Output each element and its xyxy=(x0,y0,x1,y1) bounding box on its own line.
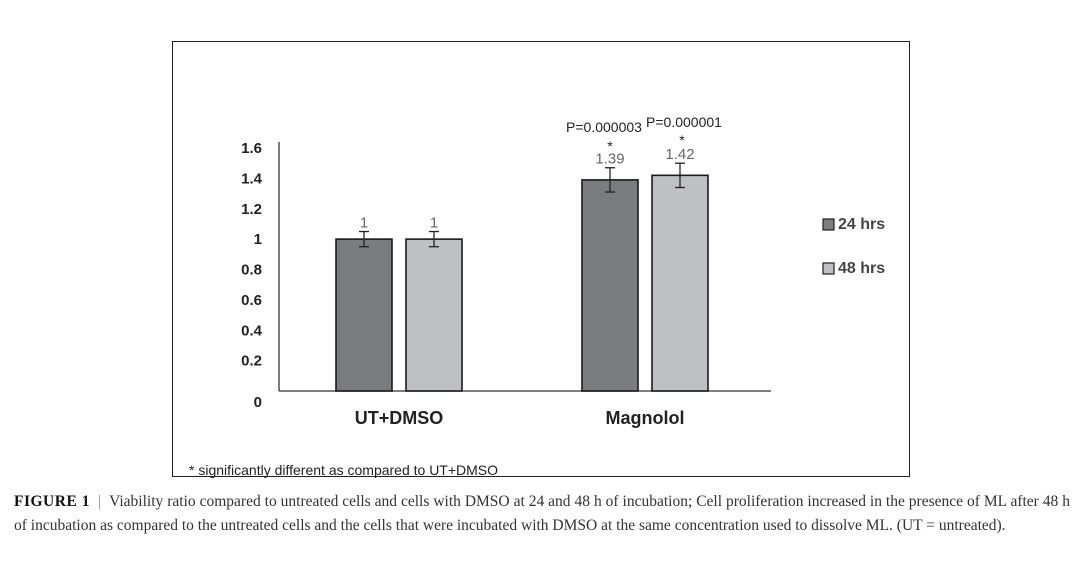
y-tick-label: 0.6 xyxy=(241,292,262,309)
data-label: 1.42 xyxy=(665,146,694,163)
caption-separator: | xyxy=(98,493,102,510)
significance-star: * xyxy=(679,132,685,148)
bar xyxy=(581,179,639,392)
figure-caption: FIGURE 1 | Viability ratio compared to unt… xyxy=(14,490,1070,538)
legend-swatch xyxy=(822,262,835,275)
y-tick-label: 0.8 xyxy=(241,262,262,279)
data-label: 1 xyxy=(430,215,438,232)
y-tick-label: 1.4 xyxy=(241,170,263,187)
bar xyxy=(335,238,393,392)
data-label: 1 xyxy=(360,215,368,232)
bar xyxy=(651,174,709,392)
legend-label: 48 hrs xyxy=(838,260,885,277)
y-tick-label: 1.6 xyxy=(241,140,262,157)
y-tick-label: 1.2 xyxy=(241,201,262,218)
significance-star: * xyxy=(607,138,613,154)
x-category-label: Magnolol xyxy=(606,408,685,428)
y-tick-label: 0.2 xyxy=(241,353,262,370)
bar xyxy=(405,238,463,392)
y-tick-label: 0.4 xyxy=(241,322,263,339)
caption-text: Viability ratio compared to untreated ce… xyxy=(14,493,1070,534)
bar-chart: 0 0.2 0.4 0.6 0.8 1 1.2 1.4 1.6 1 1.39 1 1.42 P=0.000… xyxy=(189,114,885,478)
y-tick-label: 0 xyxy=(254,394,262,411)
chart-frame: 0 0.2 0.4 0.6 0.8 1 1.2 1.4 1.6 1 1.39 1 1.42 P=0.000… xyxy=(172,41,910,478)
data-label: 1.39 xyxy=(595,151,624,168)
p-value-label: P=0.000001 xyxy=(646,114,722,130)
x-category-label: UT+DMSO xyxy=(355,408,444,428)
legend-swatch xyxy=(822,218,835,231)
p-value-label: P=0.000003 xyxy=(566,119,642,135)
legend-label: 24 hrs xyxy=(838,216,885,233)
y-tick-label: 1 xyxy=(254,231,262,248)
figure-label: FIGURE 1 xyxy=(14,493,90,510)
footnote: * significantly different as compared to… xyxy=(189,462,498,478)
